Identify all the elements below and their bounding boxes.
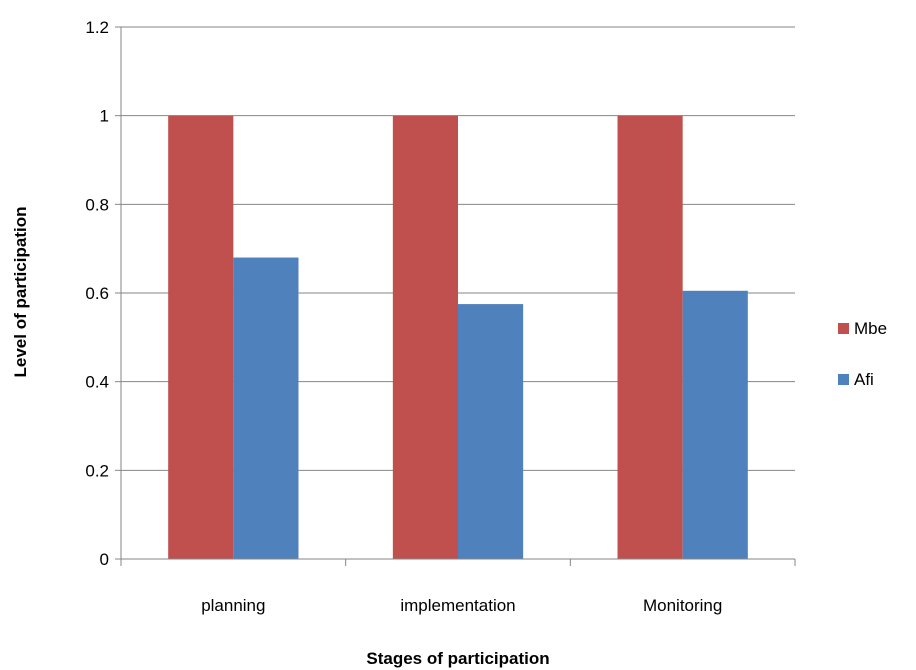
y-tick-label: 0.6: [85, 284, 109, 303]
legend-swatch-mbe: [838, 323, 849, 334]
legend-swatch-afi: [838, 374, 849, 385]
y-tick-label: 0.8: [85, 195, 109, 214]
bars: [168, 115, 748, 560]
y-tick-label: 0.2: [85, 461, 109, 480]
legend-label-mbe: Mbe: [854, 319, 887, 338]
bar-mbe-planning: [168, 115, 234, 560]
x-tick-label: implementation: [400, 596, 515, 615]
x-axis-title: Stages of participation: [366, 649, 549, 668]
axes: [115, 26, 796, 566]
x-tick-label: planning: [201, 596, 265, 615]
bar-afi-monitoring: [682, 290, 748, 559]
bar-afi-planning: [233, 257, 299, 559]
legend-label-afi: Afi: [854, 370, 874, 389]
bar-mbe-implementation: [392, 115, 458, 560]
y-axis-title: Level of participation: [11, 207, 30, 378]
bar-afi-implementation: [458, 304, 524, 559]
legend: Mbe Afi: [838, 319, 887, 389]
bar-mbe-monitoring: [617, 115, 683, 560]
x-tick-labels: planning implementation Monitoring: [201, 596, 722, 615]
y-tick-labels: 0 0.2 0.4 0.6 0.8 1 1.2: [85, 18, 109, 569]
y-tick-label: 0: [100, 550, 109, 569]
y-tick-label: 0.4: [85, 373, 109, 392]
x-tick-label: Monitoring: [643, 596, 722, 615]
y-tick-label: 1.2: [85, 18, 109, 37]
y-tick-label: 1: [100, 107, 109, 126]
